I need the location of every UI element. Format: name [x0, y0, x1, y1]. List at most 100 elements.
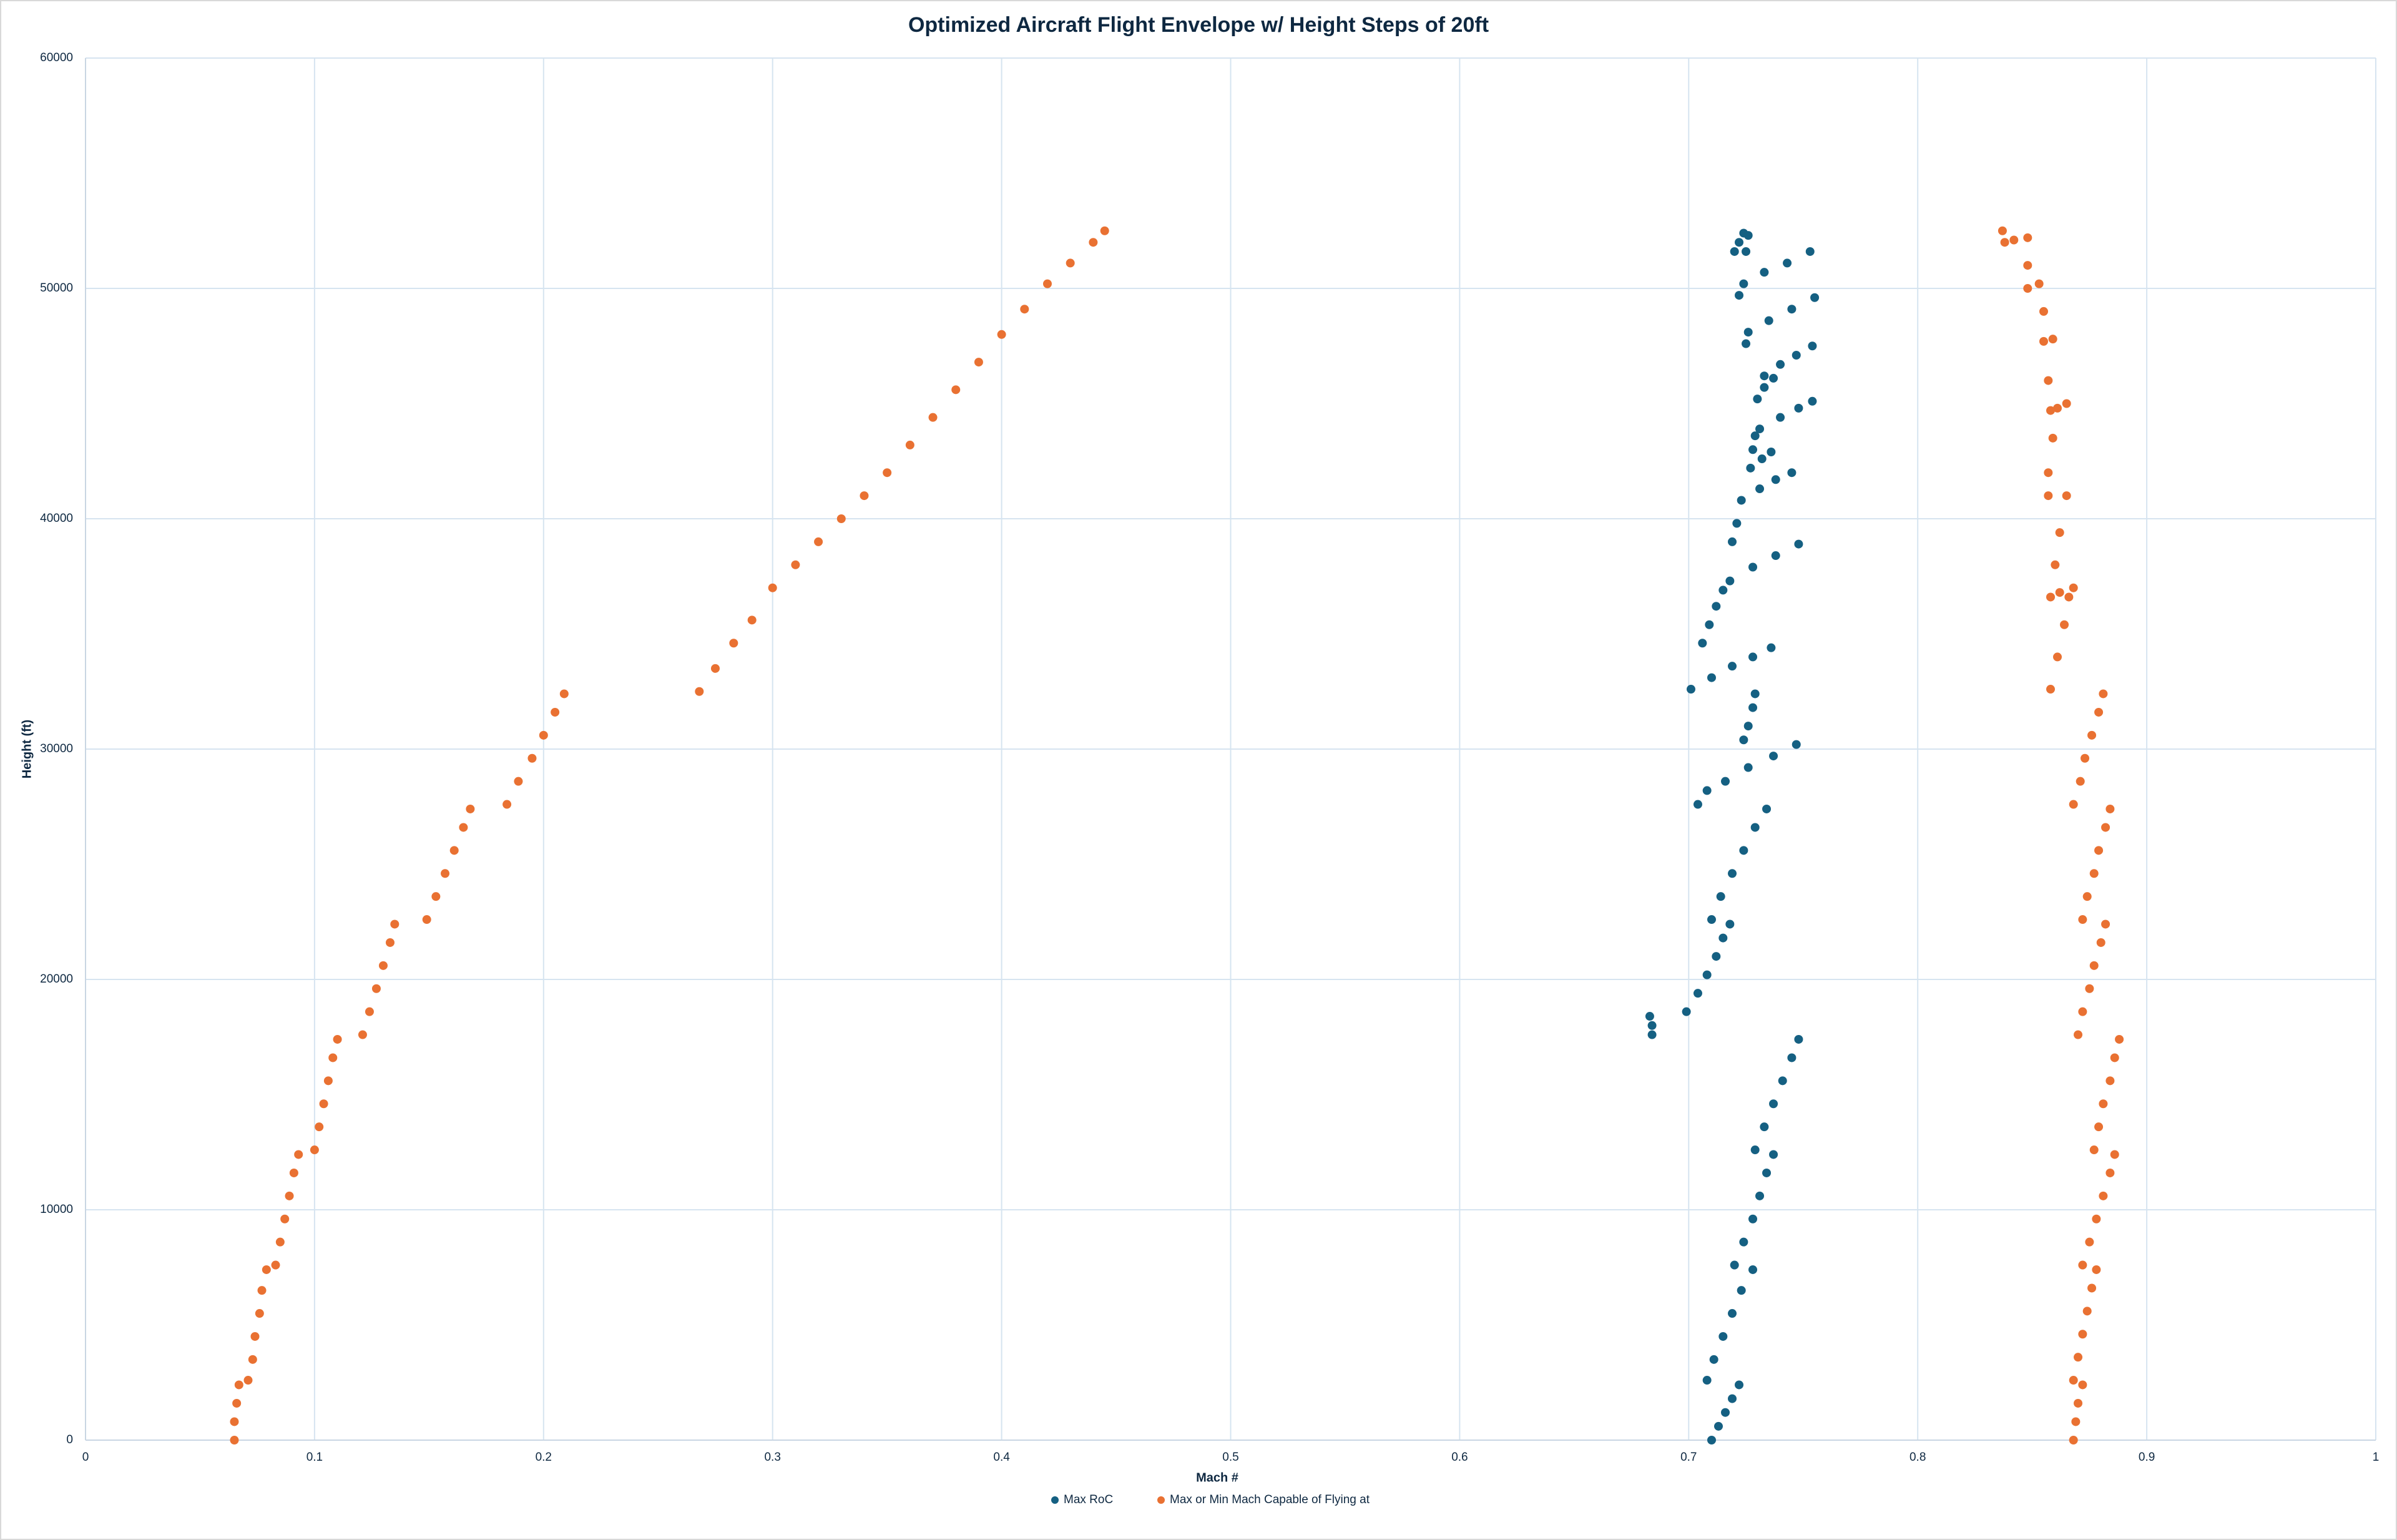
data-point — [319, 1099, 328, 1109]
data-point — [2085, 1237, 2094, 1247]
data-point — [1792, 740, 1801, 749]
data-point — [280, 1214, 290, 1224]
data-point — [1707, 915, 1716, 924]
data-point — [358, 1030, 367, 1039]
data-point — [1769, 1099, 1778, 1109]
data-point — [2064, 592, 2074, 602]
data-point — [1743, 722, 1753, 731]
data-point — [2094, 846, 2104, 855]
data-point — [1721, 1408, 1730, 1417]
y-tick-label: 30000 — [40, 742, 73, 755]
data-point — [695, 687, 704, 696]
data-point — [2101, 823, 2110, 832]
data-point — [814, 537, 823, 546]
data-point — [2060, 620, 2069, 629]
data-point — [2099, 1099, 2108, 1109]
x-tick-label: 0.4 — [993, 1451, 1010, 1464]
data-point — [262, 1265, 271, 1274]
data-point — [1739, 1237, 1748, 1247]
data-point — [2115, 1034, 2124, 1044]
data-point — [1783, 258, 1792, 268]
data-point — [1712, 602, 1721, 611]
data-point — [294, 1150, 303, 1159]
data-point — [1764, 316, 1773, 325]
y-axis-title: Height (ft) — [20, 720, 34, 778]
data-point — [2078, 1380, 2087, 1390]
data-point — [2092, 1265, 2101, 1274]
data-point — [1737, 496, 1746, 505]
data-point — [1100, 226, 1109, 235]
data-point — [2105, 804, 2115, 813]
legend-marker — [1051, 1496, 1059, 1504]
data-point — [710, 664, 720, 673]
y-tick-label: 0 — [66, 1433, 73, 1446]
data-point — [1748, 445, 1758, 454]
data-point — [1808, 341, 1817, 351]
data-point — [1748, 1214, 1758, 1224]
data-point — [257, 1286, 267, 1295]
data-point — [2046, 592, 2056, 602]
data-point — [1746, 463, 1755, 473]
data-point — [1792, 351, 1801, 360]
data-point — [1686, 685, 1695, 694]
data-point — [1712, 952, 1721, 961]
data-point — [2044, 468, 2053, 478]
data-point — [2078, 1330, 2087, 1339]
data-point — [1739, 846, 1748, 855]
data-point — [2069, 1436, 2078, 1444]
data-point — [514, 777, 523, 786]
data-point — [502, 800, 512, 809]
data-point — [385, 938, 395, 947]
data-point — [422, 915, 431, 924]
data-point — [1705, 620, 1714, 629]
x-tick-label: 0.3 — [764, 1451, 780, 1464]
data-point — [1769, 1150, 1778, 1159]
data-point — [974, 358, 983, 367]
data-point — [928, 413, 938, 422]
data-point — [378, 961, 388, 970]
data-point — [2053, 652, 2062, 662]
data-point — [315, 1122, 324, 1132]
data-point — [1760, 268, 1769, 277]
data-point — [1698, 639, 1707, 648]
data-point — [1737, 1286, 1746, 1295]
data-point — [1794, 539, 1803, 549]
data-point — [1743, 328, 1753, 337]
data-point — [1767, 447, 1776, 456]
data-point — [255, 1309, 264, 1318]
data-point — [2048, 335, 2057, 344]
x-axis-title: Mach # — [1196, 1471, 1238, 1484]
data-point — [1787, 305, 1797, 314]
data-point — [289, 1168, 298, 1177]
data-point — [1709, 1355, 1718, 1364]
data-point — [559, 689, 569, 699]
data-point — [2046, 406, 2056, 415]
x-tick-label: 0.6 — [1451, 1451, 1468, 1464]
data-point — [1755, 424, 1765, 434]
data-point — [1755, 484, 1765, 494]
data-point — [1728, 869, 1737, 878]
data-point — [2074, 1030, 2083, 1039]
data-point — [1760, 371, 1769, 381]
data-point — [997, 330, 1006, 339]
data-point — [2096, 938, 2105, 947]
data-point — [1776, 360, 1785, 369]
y-tick-label: 60000 — [40, 51, 73, 64]
data-point — [1757, 454, 1767, 464]
data-point — [1730, 1260, 1739, 1270]
data-point — [1702, 786, 1712, 795]
data-point — [1742, 247, 1751, 256]
data-point — [1771, 551, 1780, 561]
data-point — [2085, 984, 2094, 993]
data-point — [2089, 961, 2099, 970]
data-point — [1728, 537, 1737, 546]
data-point — [791, 560, 800, 569]
y-tick-label: 40000 — [40, 512, 73, 525]
data-point — [1693, 989, 1702, 998]
data-point — [2099, 689, 2108, 699]
data-point — [250, 1332, 260, 1341]
data-point — [2071, 1417, 2081, 1426]
data-point — [1748, 562, 1758, 572]
